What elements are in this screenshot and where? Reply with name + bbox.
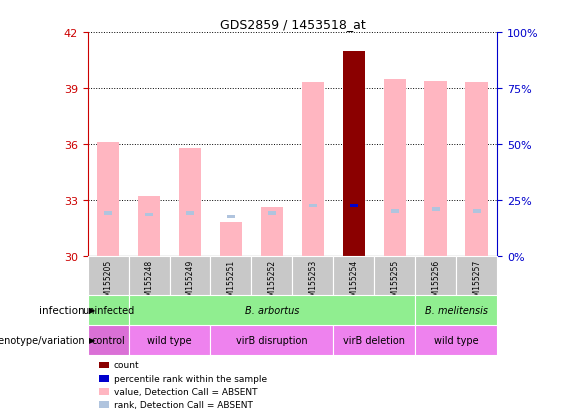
Bar (466, 83, 488, 256)
Bar (179, 148, 201, 256)
Text: GSM155251: GSM155251 (227, 259, 236, 305)
Bar (384, 79, 406, 256)
Text: virB disruption: virB disruption (236, 335, 308, 345)
Bar (333, 256, 374, 295)
Bar (220, 223, 242, 256)
Text: ▶: ▶ (89, 335, 95, 344)
Bar (211, 256, 251, 295)
Text: GSM155257: GSM155257 (472, 259, 481, 305)
Text: uninfected: uninfected (82, 305, 134, 315)
Bar (374, 256, 415, 295)
Text: GSM155252: GSM155252 (267, 259, 276, 305)
Bar (391, 210, 399, 213)
Title: GDS2859 / 1453518_at: GDS2859 / 1453518_at (220, 17, 365, 31)
Bar (88, 256, 129, 295)
Bar (129, 295, 415, 325)
Bar (170, 256, 210, 295)
Bar (145, 214, 153, 217)
Text: ▶: ▶ (89, 306, 95, 315)
Text: wild type: wild type (434, 335, 479, 345)
Bar (138, 197, 160, 256)
Bar (129, 325, 211, 355)
Bar (88, 295, 129, 325)
Text: GSM155254: GSM155254 (349, 259, 358, 305)
Bar (342, 52, 365, 256)
Bar (104, 211, 112, 215)
Text: B. melitensis: B. melitensis (425, 305, 488, 315)
Text: GSM155256: GSM155256 (431, 259, 440, 305)
Bar (424, 81, 447, 256)
Bar (350, 204, 358, 208)
Bar (129, 256, 170, 295)
Text: infection: infection (39, 305, 85, 315)
Text: rank, Detection Call = ABSENT: rank, Detection Call = ABSENT (114, 400, 253, 409)
Bar (473, 210, 481, 213)
Text: control: control (91, 335, 125, 345)
Bar (432, 208, 440, 211)
Text: genotype/variation: genotype/variation (0, 335, 85, 345)
Text: value, Detection Call = ABSENT: value, Detection Call = ABSENT (114, 387, 257, 396)
Text: percentile rank within the sample: percentile rank within the sample (114, 374, 267, 383)
Bar (88, 325, 129, 355)
Bar (415, 256, 457, 295)
Text: GSM155248: GSM155248 (145, 259, 154, 305)
Bar (333, 325, 415, 355)
Text: GSM155249: GSM155249 (185, 259, 194, 305)
Bar (457, 256, 497, 295)
Text: B. arbortus: B. arbortus (245, 305, 299, 315)
Text: wild type: wild type (147, 335, 192, 345)
Bar (415, 295, 497, 325)
Bar (227, 215, 235, 219)
Text: GSM155253: GSM155253 (308, 259, 318, 305)
Bar (211, 325, 333, 355)
Bar (309, 204, 317, 208)
Bar (302, 83, 324, 256)
Bar (268, 211, 276, 215)
Bar (251, 256, 293, 295)
Bar (97, 143, 119, 256)
Bar (293, 256, 333, 295)
Bar (415, 325, 497, 355)
Text: GSM155205: GSM155205 (103, 259, 112, 305)
Text: GSM155255: GSM155255 (390, 259, 399, 305)
Bar (260, 208, 283, 256)
Text: count: count (114, 361, 139, 370)
Bar (186, 211, 194, 215)
Text: virB deletion: virB deletion (344, 335, 405, 345)
